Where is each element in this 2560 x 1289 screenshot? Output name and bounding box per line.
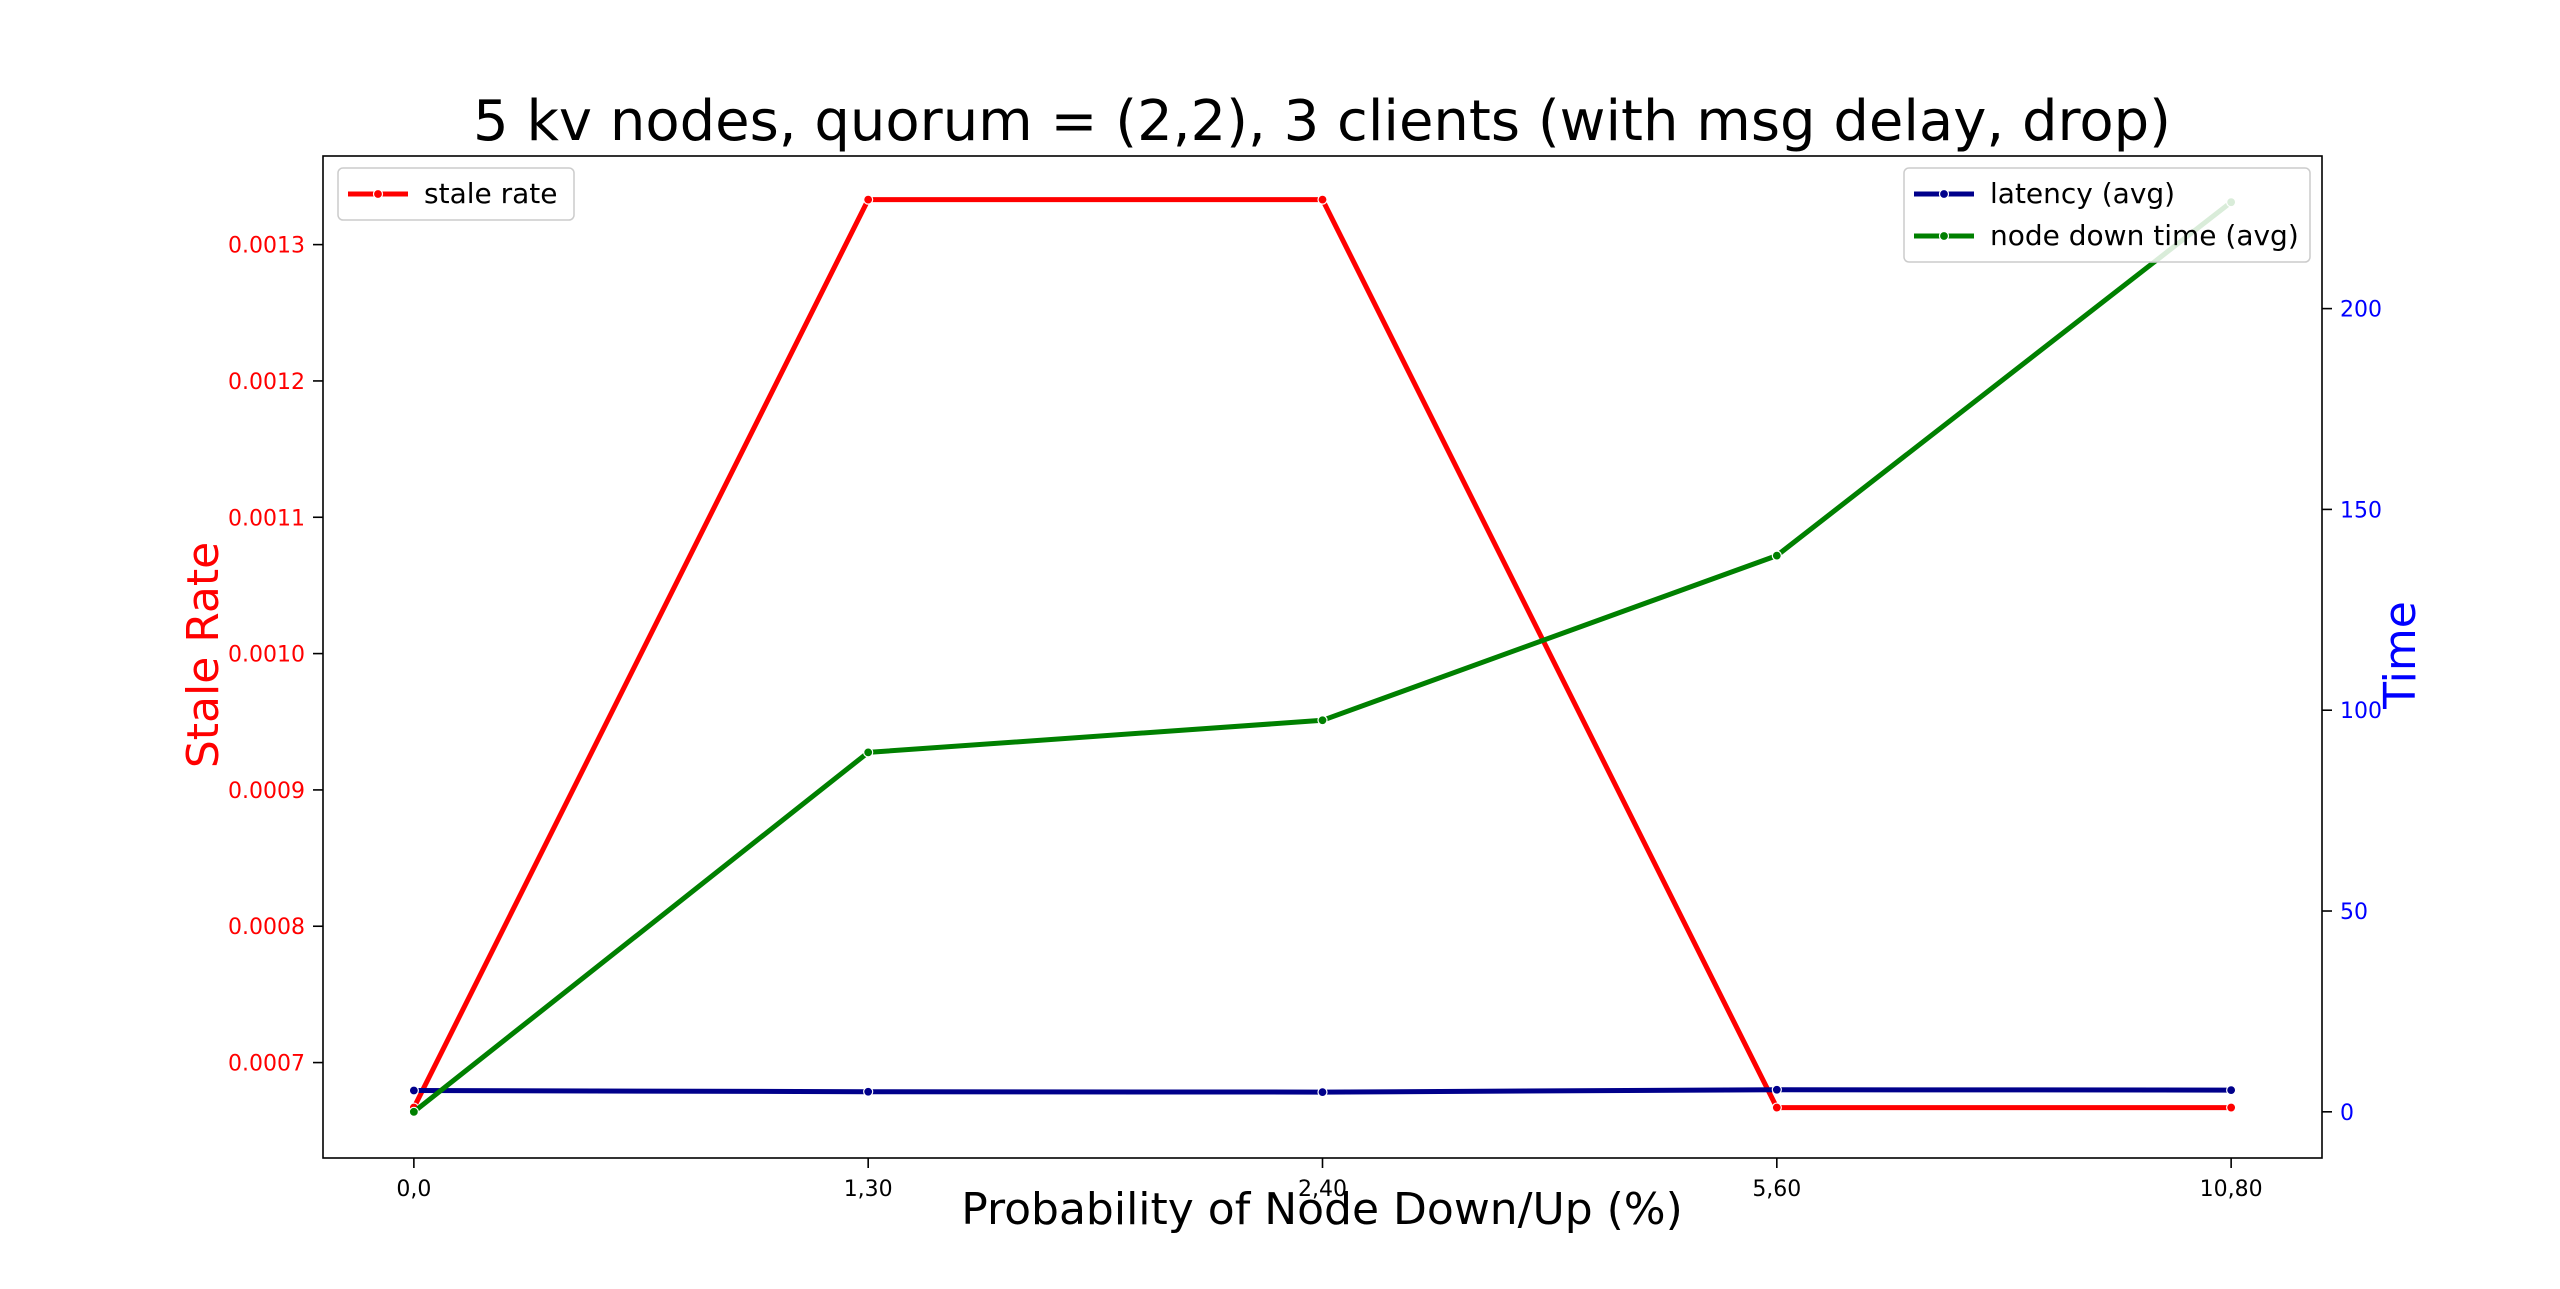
legend-label-latency-avg: latency (avg): [1990, 177, 2175, 210]
y-left-tick-label: 0.0012: [228, 370, 305, 395]
y-right-tick-label: 50: [2340, 900, 2368, 925]
y-right-tick-label: 100: [2340, 699, 2382, 724]
legend-label-node-down-time-avg: node down time (avg): [1990, 219, 2299, 252]
legend-label-stale-rate: stale rate: [424, 177, 558, 210]
y-right-tick-label: 150: [2340, 498, 2382, 523]
y-right-tick-label: 0: [2340, 1101, 2354, 1126]
data-point-latency-avg: [1317, 1087, 1328, 1098]
chart-title: 5 kv nodes, quorum = (2,2), 3 clients (w…: [473, 89, 2171, 154]
y-left-tick-label: 0.0009: [228, 779, 305, 804]
data-point-stale-rate: [1317, 194, 1328, 205]
y-left-tick-label: 0.0008: [228, 915, 305, 940]
data-point-node-down-time-avg: [1317, 715, 1328, 726]
data-point-node-down-time-avg: [408, 1106, 419, 1117]
y-left-tick-label: 0.0007: [228, 1052, 305, 1077]
data-point-stale-rate: [1771, 1102, 1782, 1113]
legend-marker-latency-avg: [1938, 188, 1950, 200]
y-axis-right-label: Time: [2375, 601, 2426, 710]
legend-marker-node-down-time-avg: [1938, 230, 1950, 242]
data-point-node-down-time-avg: [863, 747, 874, 758]
y-right-tick-label: 200: [2340, 298, 2382, 323]
data-point-stale-rate: [863, 194, 874, 205]
x-tick-label: 10,80: [2200, 1177, 2263, 1202]
x-tick-label: 0,0: [396, 1177, 431, 1202]
data-point-stale-rate: [2226, 1102, 2237, 1113]
legend-upper-right: [1903, 167, 2311, 263]
plot-area: 0,0 1,30 2,40 5,60 10,80 0.0007 0.0008 0.0009 0.…: [228, 155, 2382, 1202]
y-left-tick-label: 0.0011: [228, 506, 305, 531]
legend-marker-stale-rate: [372, 188, 384, 200]
y-axis-left-label: Stale Rate: [178, 542, 229, 768]
y-left-tick-label: 0.0013: [228, 234, 305, 259]
x-axis-label: Probability of Node Down/Up (%): [961, 1184, 1683, 1235]
x-tick-label: 1,30: [844, 1177, 893, 1202]
data-point-latency-avg: [2226, 1085, 2237, 1096]
legend-upper-left: [337, 167, 575, 221]
data-point-latency-avg: [1771, 1084, 1782, 1095]
data-point-latency-avg: [863, 1086, 874, 1097]
data-point-latency-avg: [408, 1085, 419, 1096]
x-tick-label: 5,60: [1752, 1177, 1801, 1202]
x-tick-label: 2,40: [1298, 1177, 1347, 1202]
data-point-node-down-time-avg: [1771, 550, 1782, 561]
y-left-tick-label: 0.0010: [228, 643, 305, 668]
